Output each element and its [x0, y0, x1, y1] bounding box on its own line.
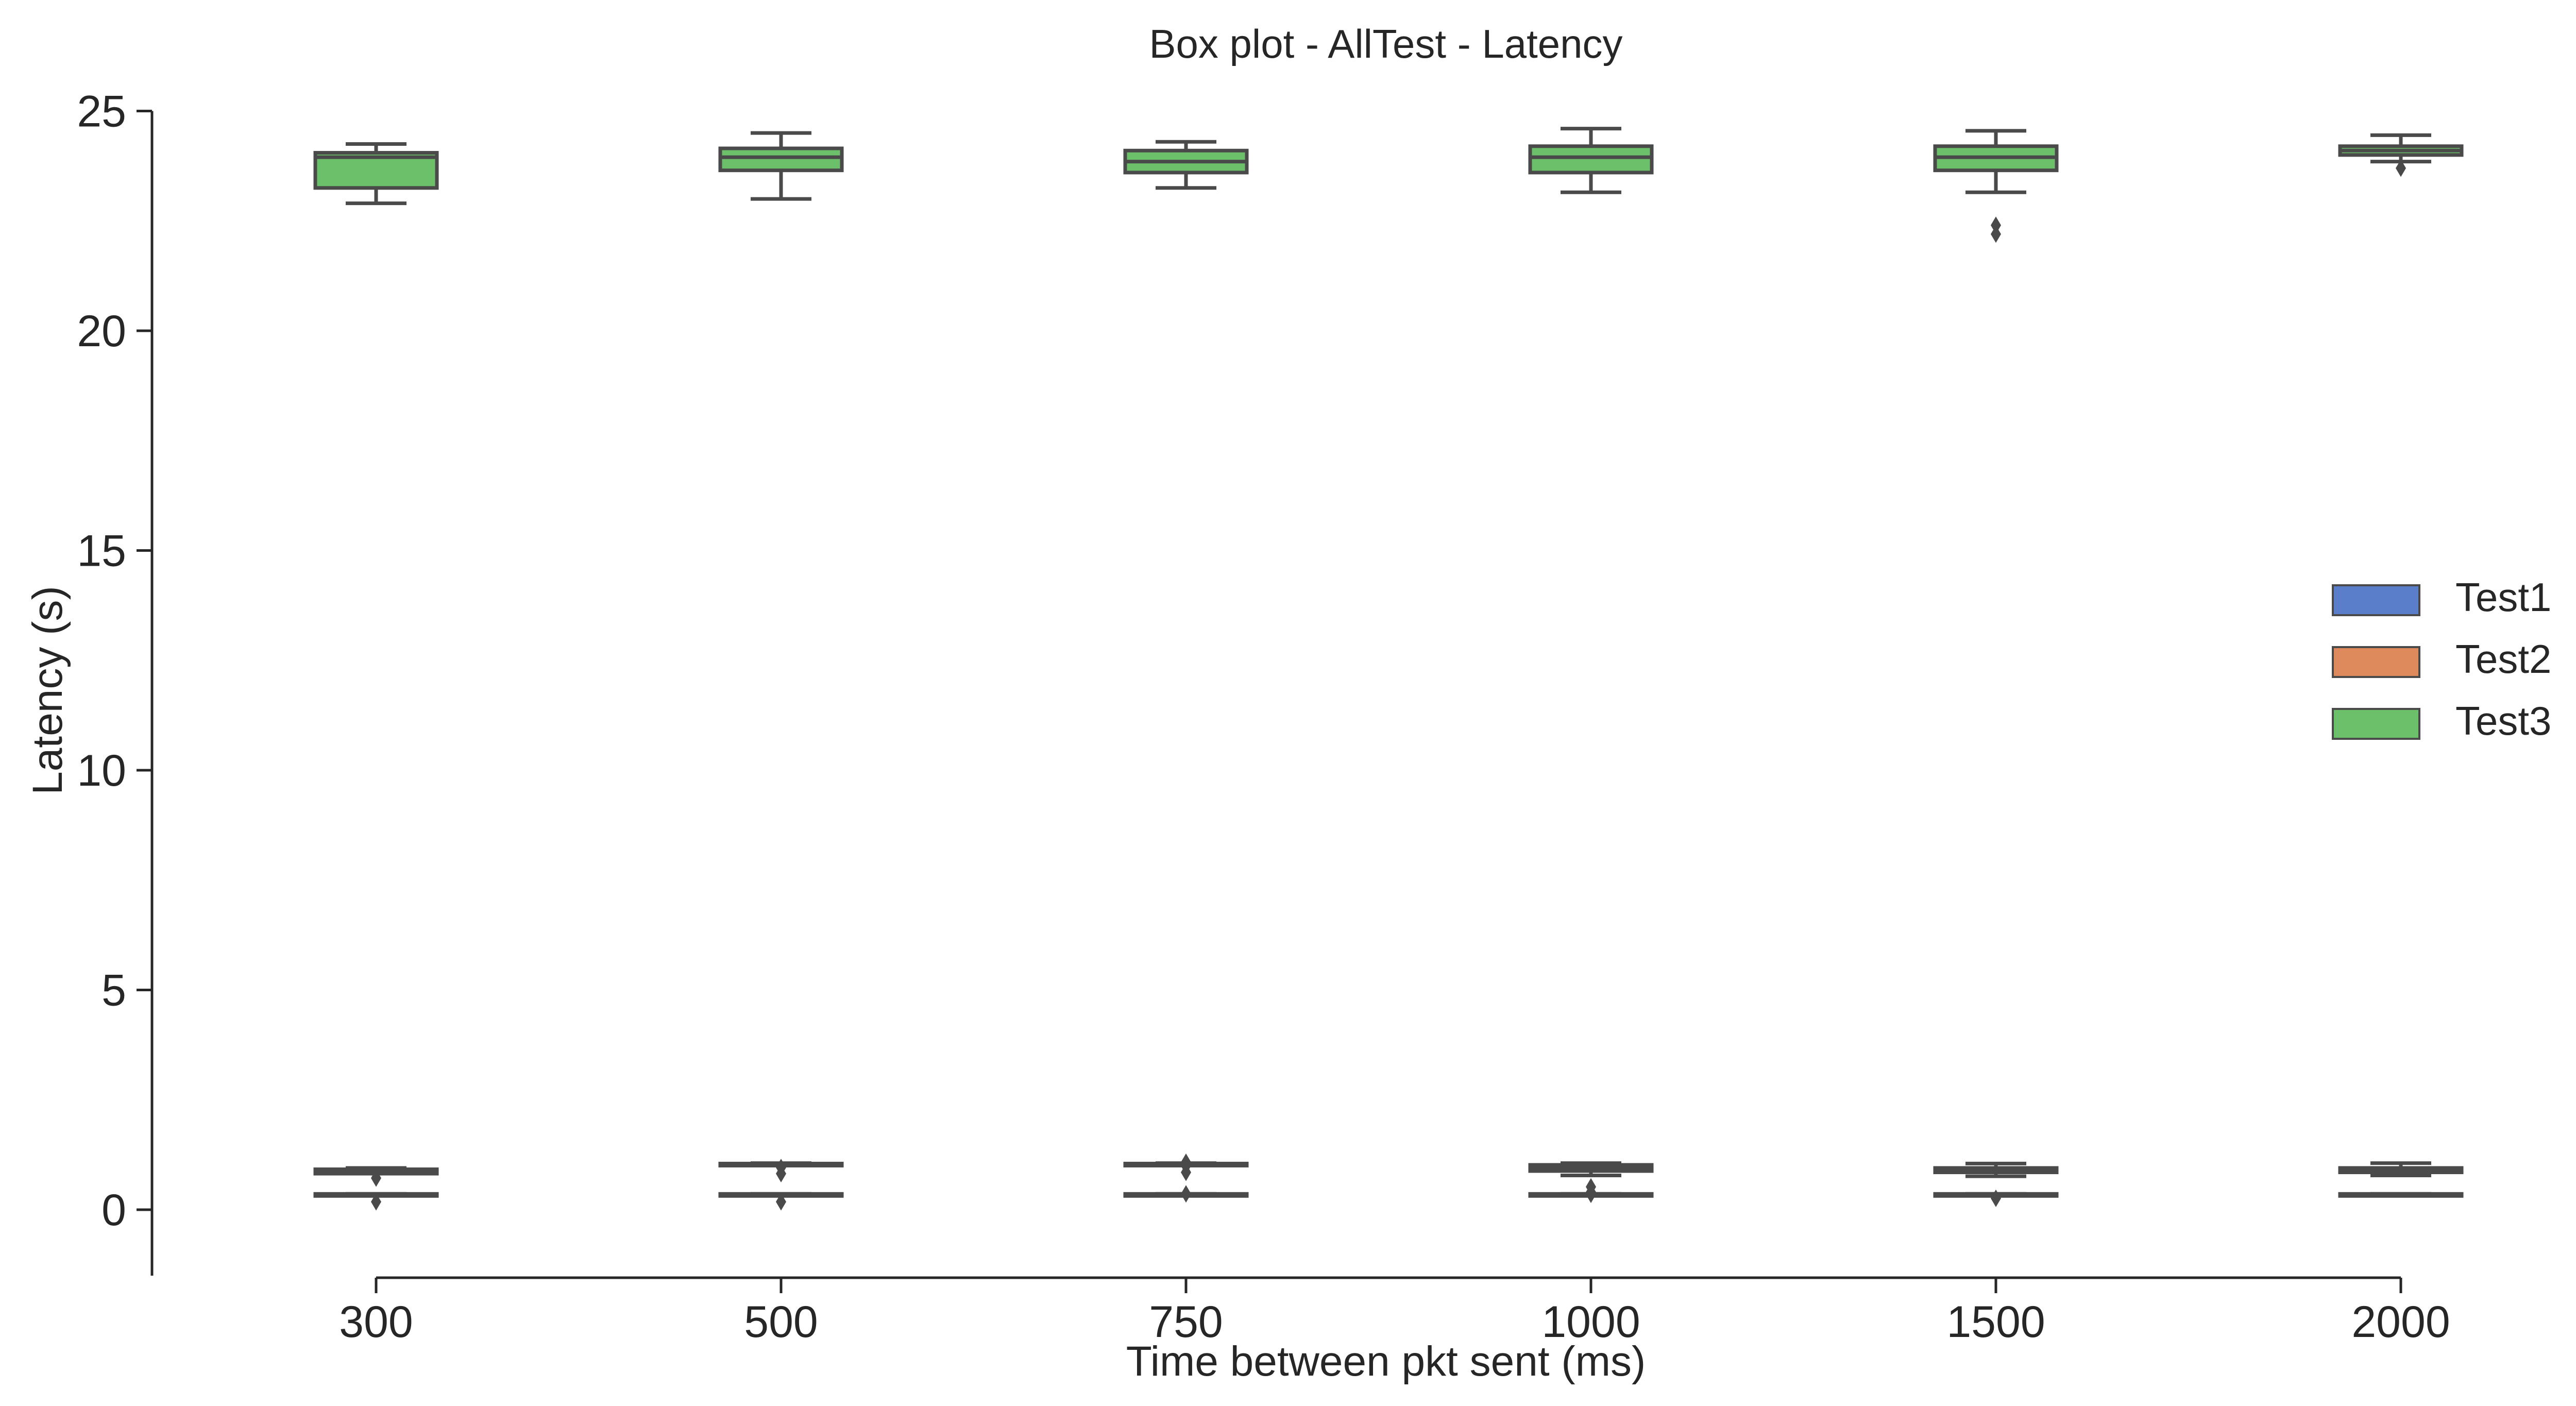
- legend-swatch: [2332, 646, 2420, 678]
- box-test2-500: [718, 1159, 844, 1183]
- y-tick-label: 10: [77, 746, 126, 795]
- box-test2-750: [1123, 1153, 1249, 1181]
- outlier-point: [371, 1169, 381, 1187]
- outlier-point: [776, 1159, 786, 1177]
- y-axis: 0 5 10 15 20 25: [77, 87, 154, 1276]
- legend-swatch: [2332, 584, 2420, 616]
- x-tick-label: 1500: [1946, 1297, 2045, 1347]
- box-test1-1500: [1933, 1189, 2059, 1207]
- y-tick-label: 5: [101, 966, 126, 1015]
- box-test3-1500: [1933, 129, 2059, 243]
- outlier-point: [1991, 216, 2001, 234]
- x-axis: 300 500 750 1000 1500 2000: [339, 1276, 2450, 1347]
- outlier-point: [1181, 1185, 1191, 1203]
- series-test2: [313, 1153, 2464, 1201]
- box-test1-750: [1123, 1185, 1249, 1203]
- box-test2-1500: [1933, 1161, 2059, 1178]
- box-test3-2000: [2338, 133, 2464, 177]
- box-iqr: [718, 146, 844, 173]
- box-test2-2000: [2338, 1161, 2464, 1177]
- y-axis-label: Latency (s): [24, 586, 71, 795]
- legend: Test1 Test2 Test3: [2332, 574, 2551, 743]
- x-tick-label: 300: [339, 1297, 413, 1347]
- legend-item-test1: Test1: [2332, 574, 2551, 620]
- y-tick-label: 0: [101, 1185, 126, 1235]
- box-test2-1000: [1528, 1161, 1654, 1201]
- box-test3-1000: [1528, 127, 1654, 194]
- box-test1-500: [718, 1192, 844, 1211]
- legend-label: Test3: [2455, 698, 2551, 743]
- x-tick-label: 1000: [1541, 1297, 1640, 1347]
- outlier-point: [776, 1193, 786, 1211]
- box-series-group: [313, 127, 2464, 1211]
- series-test1: [313, 1185, 2464, 1211]
- outlier-point: [371, 1193, 381, 1211]
- outlier-point: [1181, 1153, 1191, 1171]
- box-test3-500: [718, 131, 844, 201]
- x-axis-label: Time between pkt sent (ms): [1126, 1338, 1646, 1385]
- x-tick-label: 500: [744, 1297, 818, 1347]
- legend-swatch: [2332, 708, 2420, 740]
- y-tick-label: 20: [77, 307, 126, 356]
- outlier-point: [1586, 1178, 1596, 1196]
- outlier-point: [1991, 1189, 2001, 1207]
- box-test3-750: [1123, 140, 1249, 190]
- outlier-point: [2396, 159, 2406, 177]
- x-tick-label: 2000: [2351, 1297, 2450, 1347]
- legend-label: Test2: [2455, 636, 2551, 682]
- chart-title: Box plot - AllTest - Latency: [1149, 21, 1622, 66]
- box-iqr: [1528, 144, 1654, 175]
- box-test1-2000: [2338, 1192, 2464, 1198]
- legend-label: Test1: [2455, 574, 2551, 620]
- legend-item-test3: Test3: [2332, 698, 2551, 743]
- y-tick-label: 25: [77, 87, 126, 137]
- y-tick-label: 15: [77, 527, 126, 576]
- box-test3-300: [313, 142, 439, 206]
- box-test1-300: [313, 1192, 439, 1211]
- outlier-point: [1991, 225, 2001, 243]
- x-tick-label: 750: [1149, 1297, 1223, 1347]
- box-test2-300: [313, 1166, 439, 1187]
- legend-item-test2: Test2: [2332, 636, 2551, 682]
- series-test3: [313, 127, 2464, 243]
